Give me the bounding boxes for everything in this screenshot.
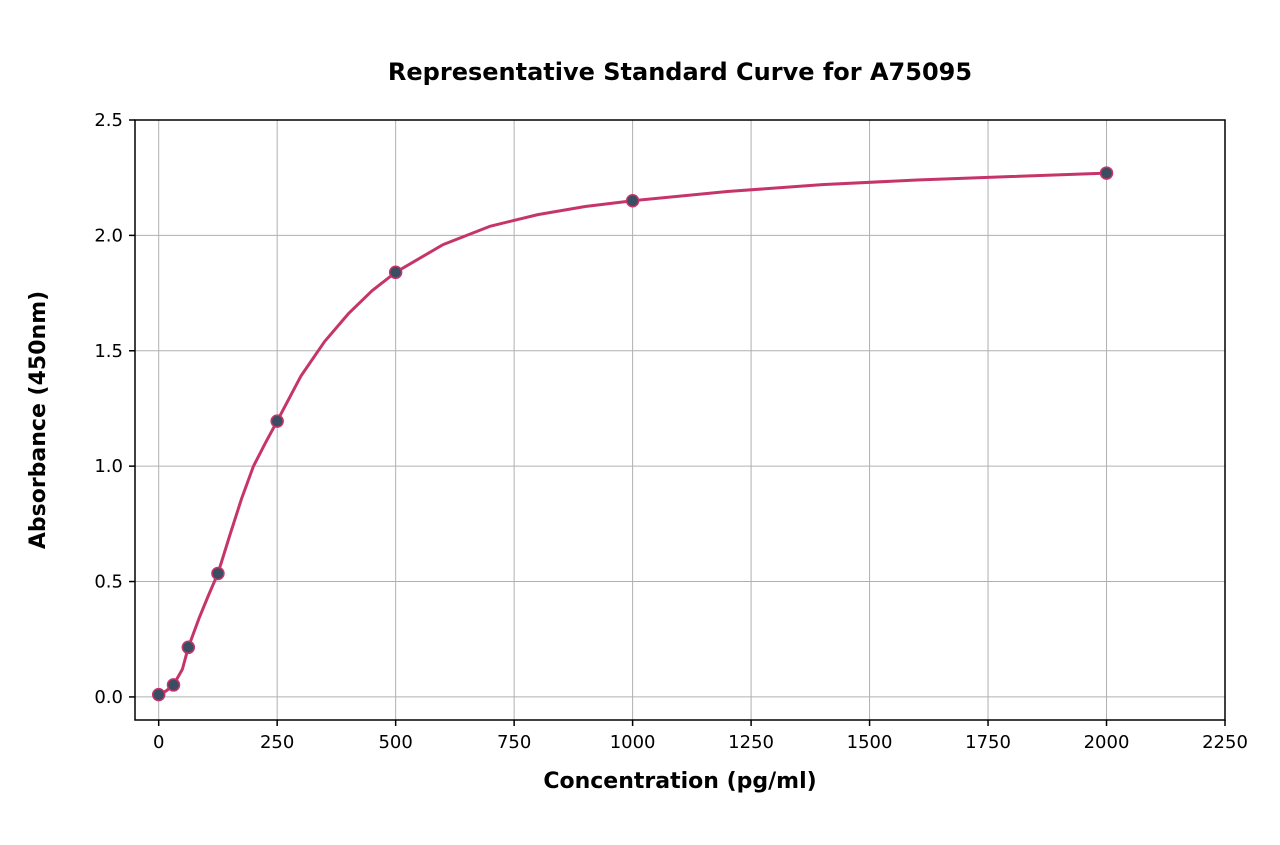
x-tick-label: 250 bbox=[260, 732, 294, 753]
y-tick-label: 2.5 bbox=[94, 110, 123, 131]
data-point-marker bbox=[627, 195, 639, 207]
y-tick-label: 1.5 bbox=[94, 341, 123, 362]
y-tick-label: 0.5 bbox=[94, 572, 123, 593]
x-tick-label: 1500 bbox=[847, 732, 893, 753]
data-point-marker bbox=[168, 679, 180, 691]
x-tick-label: 1000 bbox=[610, 732, 656, 753]
x-tick-label: 1750 bbox=[965, 732, 1011, 753]
y-tick-label: 0.0 bbox=[94, 687, 123, 708]
data-point-marker bbox=[271, 415, 283, 427]
x-tick-label: 2000 bbox=[1084, 732, 1130, 753]
data-point-marker bbox=[182, 641, 194, 653]
chart-background bbox=[0, 0, 1280, 845]
data-point-marker bbox=[1101, 167, 1113, 179]
chart-container: 0 250 500 750 1000 1250 1500 1750 2000 2250 0.0 0.5… bbox=[0, 0, 1280, 845]
x-tick-label: 500 bbox=[378, 732, 412, 753]
standard-curve-chart: 0 250 500 750 1000 1250 1500 1750 2000 2250 0.0 0.5… bbox=[0, 0, 1280, 845]
x-tick-label: 0 bbox=[153, 732, 164, 753]
y-axis-label: Absorbance (450nm) bbox=[26, 291, 51, 549]
data-point-marker bbox=[212, 567, 224, 579]
x-tick-label: 2250 bbox=[1202, 732, 1248, 753]
x-tick-label: 750 bbox=[497, 732, 531, 753]
x-axis-label: Concentration (pg/ml) bbox=[543, 769, 816, 794]
y-tick-label: 1.0 bbox=[94, 456, 123, 477]
data-point-marker bbox=[390, 266, 402, 278]
data-point-marker bbox=[153, 689, 165, 701]
y-tick-label: 2.0 bbox=[94, 225, 123, 246]
x-tick-label: 1250 bbox=[728, 732, 774, 753]
chart-title: Representative Standard Curve for A75095 bbox=[388, 58, 972, 86]
